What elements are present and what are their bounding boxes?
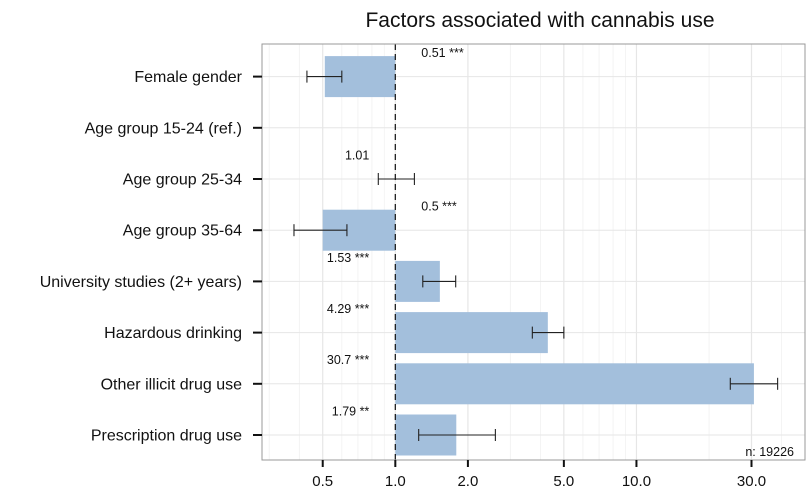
y-tick-label: Prescription drug use xyxy=(91,428,242,445)
bar xyxy=(395,363,754,405)
data-label: 0.5 *** xyxy=(421,200,457,214)
data-label: 4.29 *** xyxy=(327,302,370,316)
x-tick-label: 30.0 xyxy=(737,473,766,490)
data-label: 1.53 *** xyxy=(327,251,370,265)
x-tick-label: 10.0 xyxy=(622,473,651,490)
plot-bars xyxy=(322,56,754,456)
plot-frame xyxy=(261,43,806,461)
sample-size-annotation: n: 19226 xyxy=(745,445,794,459)
y-tick-label: University studies (2+ years) xyxy=(40,274,242,291)
y-tick-label: Age group 25-34 xyxy=(123,172,242,189)
y-axis: Female gender Age group 15-24 (ref.) Age g… xyxy=(40,69,262,445)
x-tick-label: 2.0 xyxy=(457,473,478,490)
plot-value-labels: 0.51 *** 1.01 0.5 *** 1.53 *** 4.29 *** 30.7 … xyxy=(327,46,464,418)
x-tick-label: 0.5 xyxy=(312,473,333,490)
y-tick-label: Age group 35-64 xyxy=(123,223,242,240)
data-label: 1.01 xyxy=(345,148,369,162)
x-axis: 0.5 1.0 2.0 5.0 10.0 30.0 xyxy=(312,460,766,490)
y-tick-label: Other illicit drug use xyxy=(101,376,242,393)
y-tick-label: Hazardous drinking xyxy=(104,325,242,342)
y-tick-label: Female gender xyxy=(134,69,242,86)
y-tick-label: Age group 15-24 (ref.) xyxy=(85,120,242,137)
x-tick-label: 5.0 xyxy=(553,473,574,490)
chart-title: Factors associated with cannabis use xyxy=(365,9,714,32)
x-tick-label: 1.0 xyxy=(385,473,406,490)
bar xyxy=(395,312,548,354)
data-label: 30.7 *** xyxy=(327,353,370,367)
plot-errorbars xyxy=(293,70,779,441)
data-label: 0.51 *** xyxy=(421,46,464,60)
data-label: 1.79 ** xyxy=(332,404,370,418)
